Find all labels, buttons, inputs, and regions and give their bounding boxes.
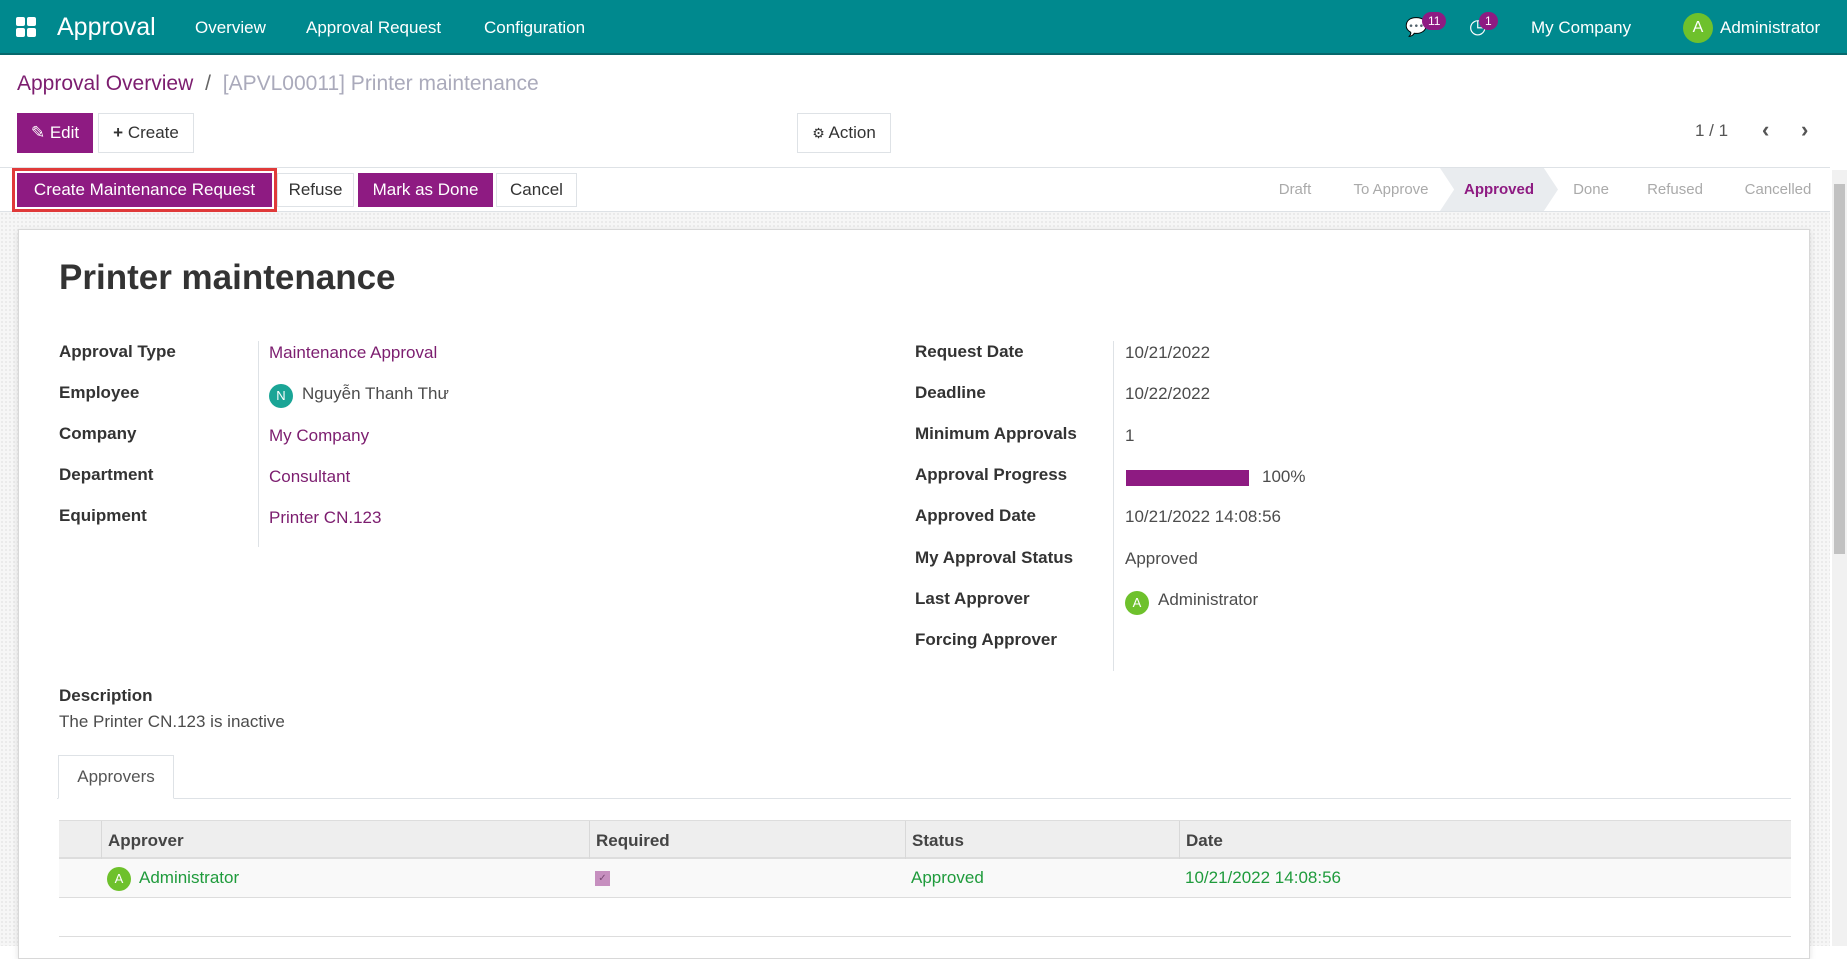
record-title: Printer maintenance [59,258,396,297]
last-approver-value[interactable]: Administrator [1158,590,1259,609]
label-employee: Employee [59,383,140,402]
menu-configuration[interactable]: Configuration [484,18,586,37]
company-switcher[interactable]: My Company [1531,18,1632,37]
equipment-value[interactable]: Printer CN.123 [269,508,382,527]
table-row[interactable]: A Administrator ✓ Approved 10/21/2022 14… [59,859,1791,898]
description-text[interactable]: The Printer CN.123 is inactive [59,712,285,731]
tab-line [57,798,1791,799]
apps-grid-icon[interactable] [16,17,36,37]
messages-icon[interactable]: 💬 [1405,17,1428,37]
action-label: Action [828,123,876,142]
pencil-icon: ✎ [30,123,46,142]
approved-date-value: 10/21/2022 14:08:56 [1125,507,1281,526]
menu-overview[interactable]: Overview [195,18,266,37]
right-divider [1113,341,1114,671]
label-company: Company [59,424,137,443]
pager-next-icon[interactable]: › [1801,117,1809,142]
stage-done: Done [1573,181,1609,198]
breadcrumb: Approval Overview / [APVL00011] Printer … [17,72,539,96]
approval-type-value[interactable]: Maintenance Approval [269,343,438,362]
tab-approvers[interactable]: Approvers [58,755,174,799]
create-maintenance-request-button[interactable]: Create Maintenance Request [12,168,277,212]
label-request-date: Request Date [915,342,1024,361]
edit-button[interactable]: ✎ Edit [17,113,93,153]
request-date-value: 10/21/2022 [1125,343,1211,362]
label-my-approval-status: My Approval Status [915,548,1074,567]
label-forcing-approver: Forcing Approver [915,630,1057,649]
required-checkbox[interactable]: ✓ [595,871,610,886]
column-approver[interactable]: Approver [101,821,589,860]
label-department: Department [59,465,154,484]
approver-name[interactable]: Administrator [139,868,240,887]
column-status[interactable]: Status [905,821,1179,860]
label-deadline: Deadline [915,383,986,402]
menu-approval-request[interactable]: Approval Request [306,18,442,37]
stage-cancelled: Cancelled [1744,181,1812,198]
breadcrumb-current: [APVL00011] Printer maintenance [222,72,539,95]
label-approved-date: Approved Date [915,506,1036,525]
activities-badge: 1 [1479,12,1498,30]
user-avatar[interactable]: A [1683,13,1713,43]
pager-previous-icon[interactable]: ‹ [1762,117,1770,142]
create-button[interactable]: + Create [98,113,194,153]
status-bar: Create Maintenance Request Refuse Mark a… [0,167,1830,212]
edit-label: Edit [49,123,80,142]
gear-icon: ⚙ [812,125,825,141]
label-last-approver: Last Approver [915,589,1030,608]
approver-date: 10/21/2022 14:08:56 [1185,868,1341,887]
approver-avatar: A [107,867,131,891]
breadcrumb-parent[interactable]: Approval Overview [17,72,194,95]
top-navbar: Approval Overview Approval Request Confi… [0,0,1847,55]
refuse-button[interactable]: Refuse [277,173,354,207]
description-label: Description [59,686,153,705]
user-menu[interactable]: Administrator [1720,18,1821,37]
column-required[interactable]: Required [589,821,905,860]
employee-value[interactable]: Nguyễn Thanh Thư [302,384,449,403]
mark-as-done-button[interactable]: Mark as Done [358,173,493,207]
approval-progress-fill [1126,470,1249,486]
approver-status: Approved [911,868,984,887]
cancel-button[interactable]: Cancel [496,173,577,207]
form-sheet: Printer maintenance Approval Type Mainte… [18,229,1810,959]
label-equipment: Equipment [59,506,147,525]
column-date[interactable]: Date [1179,821,1791,860]
label-approval-progress: Approval Progress [915,465,1068,484]
label-approval-type: Approval Type [59,342,176,361]
stage-draft: Draft [1278,181,1312,198]
company-value[interactable]: My Company [269,426,370,445]
last-approver-avatar: A [1125,591,1149,615]
my-approval-status-value: Approved [1125,549,1198,568]
left-divider [258,341,259,547]
messages-badge: 11 [1422,12,1447,30]
stage-to-approve: To Approve [1353,181,1429,198]
scrollbar-thumb[interactable] [1834,184,1845,554]
app-name[interactable]: Approval [57,13,156,41]
plus-icon: + [113,123,124,142]
breadcrumb-separator: / [205,72,211,95]
minimum-approvals-value: 1 [1125,426,1135,445]
employee-avatar: N [269,384,293,408]
table-header: Approver Required Status Date [59,820,1791,860]
department-value[interactable]: Consultant [269,467,351,486]
create-label: Create [127,123,179,142]
table-footer-line [59,936,1791,937]
label-minimum-approvals: Minimum Approvals [915,424,1077,443]
approval-progress-bar [1126,470,1249,486]
scrollbar[interactable] [1832,170,1847,946]
handle-column [59,821,101,860]
deadline-value: 10/22/2022 [1125,384,1211,403]
pager-value[interactable]: 1 / 1 [1695,121,1729,140]
stage-refused: Refused [1647,181,1703,198]
action-button[interactable]: ⚙ Action [797,113,891,153]
stage-approved: Approved [1440,168,1558,211]
approval-progress-value: 100% [1262,467,1306,486]
